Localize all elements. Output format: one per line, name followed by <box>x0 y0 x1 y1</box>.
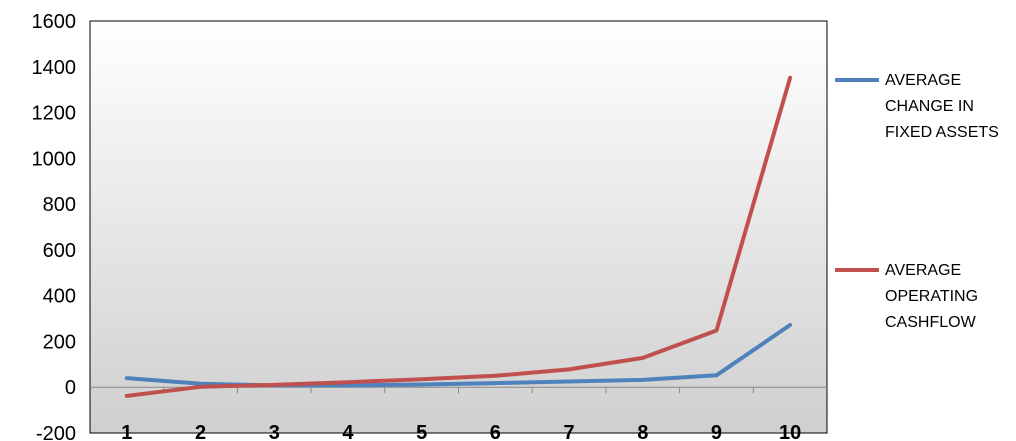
y-tick-label: 1000 <box>32 148 77 170</box>
plot-area <box>89 20 828 434</box>
x-tick-label: 9 <box>711 422 722 441</box>
y-tick-label: 600 <box>43 240 76 262</box>
y-tick-label: 1400 <box>32 57 77 79</box>
legend-label-2: OPERATING <box>885 288 978 305</box>
x-tick-label: 10 <box>779 422 801 441</box>
legend-label-2: AVERAGE <box>885 262 961 279</box>
x-tick-label: 1 <box>121 422 132 441</box>
y-tick-label: -200 <box>36 423 76 441</box>
legend-label-1: AVERAGE <box>885 72 961 89</box>
series-line-2 <box>124 75 793 398</box>
y-tick-label: 800 <box>43 194 76 216</box>
x-tick-label: 8 <box>637 422 648 441</box>
x-tick-label: 3 <box>269 422 280 441</box>
x-tick-label: 4 <box>342 422 354 441</box>
legend-label-2: CASHFLOW <box>885 314 977 331</box>
legend-label-1: FIXED ASSETS <box>885 124 999 141</box>
x-tick-label: 5 <box>416 422 427 441</box>
legend: AVERAGE CHANGE IN FIXED ASSETS AVERAGE OPERA… <box>835 72 999 331</box>
series-lines <box>124 75 793 398</box>
y-tick-label: 1200 <box>32 103 77 125</box>
y-tick-label: 0 <box>65 377 76 399</box>
y-axis-ticks: -200 0 200 400 600 800 1000 1200 1400 1600 <box>32 11 77 441</box>
y-tick-label: 1600 <box>32 11 77 33</box>
x-tick-label: 2 <box>195 422 206 441</box>
x-axis-ticks: 1 2 3 4 5 6 7 8 9 10 <box>121 387 801 441</box>
y-tick-label: 400 <box>43 286 76 308</box>
y-tick-label: 200 <box>43 331 76 353</box>
x-tick-label: 7 <box>563 422 574 441</box>
legend-label-1: CHANGE IN <box>885 98 974 115</box>
x-tick-label: 6 <box>490 422 501 441</box>
